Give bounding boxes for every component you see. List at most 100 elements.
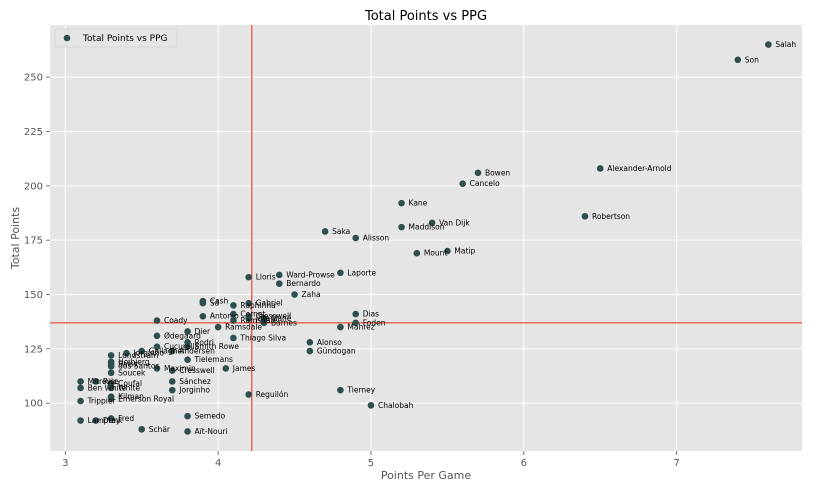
data-point bbox=[184, 412, 191, 420]
data-point-label: dos Santos bbox=[118, 362, 159, 371]
grid-lines bbox=[50, 25, 802, 451]
data-point bbox=[245, 315, 252, 322]
legend-box bbox=[54, 28, 178, 48]
x-tick-label: 5 bbox=[368, 458, 374, 469]
data-point-label: Son bbox=[745, 55, 759, 64]
data-point-label: Alonso bbox=[317, 338, 342, 347]
data-point bbox=[199, 312, 207, 320]
data-point-label: Tielemans bbox=[194, 355, 233, 364]
data-point bbox=[596, 165, 604, 172]
x-tick-label: 7 bbox=[673, 458, 679, 469]
data-point-label: Salah bbox=[775, 40, 796, 49]
data-point bbox=[107, 384, 115, 392]
data-point-label: Cornet bbox=[240, 310, 265, 319]
data-point-label: Cucurella bbox=[164, 342, 199, 351]
data-point-label: Tierney bbox=[346, 386, 375, 395]
data-point bbox=[138, 347, 146, 355]
data-point-label: Maddison bbox=[409, 223, 445, 232]
data-point-label: Bernardo bbox=[286, 279, 321, 288]
data-point-label: Soucek bbox=[118, 368, 146, 377]
data-point bbox=[184, 343, 191, 350]
data-point-label: Maximin bbox=[164, 364, 196, 373]
data-point bbox=[153, 365, 161, 372]
data-point bbox=[107, 415, 115, 422]
data-point-label: Raphinha bbox=[240, 301, 275, 310]
legend-marker bbox=[63, 34, 71, 42]
data-point-label: Foden bbox=[363, 318, 386, 327]
data-point bbox=[291, 291, 298, 298]
data-point-label: Coufal bbox=[118, 379, 142, 388]
data-point bbox=[337, 269, 344, 277]
data-point-label: Matip bbox=[454, 247, 475, 256]
data-point-label: Thiago Silva bbox=[239, 333, 286, 342]
data-point-label: Dias bbox=[363, 310, 379, 319]
point-labels: Salah Son Alexander-Arnold Bowen Cancelo Robe… bbox=[87, 40, 797, 436]
data-point-label: Ward-Prowse bbox=[286, 270, 335, 279]
data-point bbox=[77, 397, 84, 405]
y-tick-label: 250 bbox=[24, 73, 43, 84]
data-point-label: Gallagher bbox=[149, 347, 186, 356]
data-point bbox=[765, 41, 772, 48]
data-point-label: Bowen bbox=[485, 168, 510, 177]
data-point bbox=[230, 334, 237, 342]
data-point bbox=[337, 323, 344, 331]
data-point-label: Zaha bbox=[302, 290, 321, 299]
data-point bbox=[107, 395, 115, 403]
data-point-label: Lundstram bbox=[118, 351, 158, 360]
data-point bbox=[306, 339, 314, 346]
data-point-label: Sá bbox=[210, 299, 219, 308]
data-point-label: Lloris bbox=[256, 273, 276, 282]
data-point bbox=[77, 384, 84, 392]
data-point-label: Mitrovic bbox=[88, 377, 118, 386]
data-point-label: James bbox=[232, 364, 256, 373]
data-point bbox=[444, 247, 451, 255]
data-point bbox=[153, 317, 161, 324]
data-point-label: Semedo bbox=[195, 412, 226, 421]
data-point bbox=[214, 323, 222, 331]
data-point-label: Kilman bbox=[118, 392, 144, 401]
data-point bbox=[184, 428, 191, 435]
data-point bbox=[734, 56, 742, 64]
data-point-label: Andersen bbox=[179, 347, 215, 356]
data-point bbox=[107, 352, 115, 359]
y-tick-label: 225 bbox=[24, 127, 43, 138]
data-point-label: Dier bbox=[195, 327, 211, 336]
data-point bbox=[581, 212, 589, 220]
data-point bbox=[321, 228, 329, 235]
data-point-label: Mount bbox=[424, 249, 448, 258]
data-point bbox=[153, 343, 161, 350]
data-point-label: Ødegaard bbox=[164, 331, 201, 340]
data-point-label: Coady bbox=[164, 316, 188, 325]
reference-lines bbox=[50, 25, 802, 451]
data-point bbox=[230, 317, 237, 324]
data-point bbox=[123, 349, 130, 357]
data-point-label: White bbox=[118, 383, 140, 392]
x-axis-title: Points Per Game bbox=[381, 469, 472, 482]
data-points bbox=[77, 41, 772, 435]
data-point-label: Gündogan bbox=[317, 347, 356, 356]
data-point bbox=[413, 249, 421, 257]
data-point bbox=[92, 378, 100, 385]
y-axis-ticks: 100 125 150 175 200 225 250 bbox=[24, 73, 50, 410]
data-point bbox=[245, 299, 252, 307]
data-point bbox=[168, 347, 176, 355]
data-point bbox=[306, 347, 314, 355]
data-point bbox=[245, 273, 252, 281]
data-point bbox=[398, 223, 405, 231]
data-point-label: Jorginho bbox=[178, 386, 210, 395]
data-point-label: Dunk bbox=[103, 416, 123, 425]
data-point-label: Barnes bbox=[271, 318, 297, 327]
data-point bbox=[168, 367, 176, 374]
legend: Total Points vs PPG bbox=[54, 28, 178, 48]
data-point bbox=[260, 319, 268, 327]
x-axis-ticks: 3 4 5 6 7 bbox=[62, 451, 680, 469]
data-point bbox=[92, 417, 100, 424]
data-point-label: Fred bbox=[118, 414, 134, 423]
data-point bbox=[107, 362, 115, 370]
data-point bbox=[459, 180, 466, 187]
data-point bbox=[153, 332, 161, 340]
data-point-label: Cresswell bbox=[179, 366, 215, 375]
data-point-label: Antonio bbox=[210, 312, 239, 321]
y-tick-label: 175 bbox=[24, 236, 43, 247]
